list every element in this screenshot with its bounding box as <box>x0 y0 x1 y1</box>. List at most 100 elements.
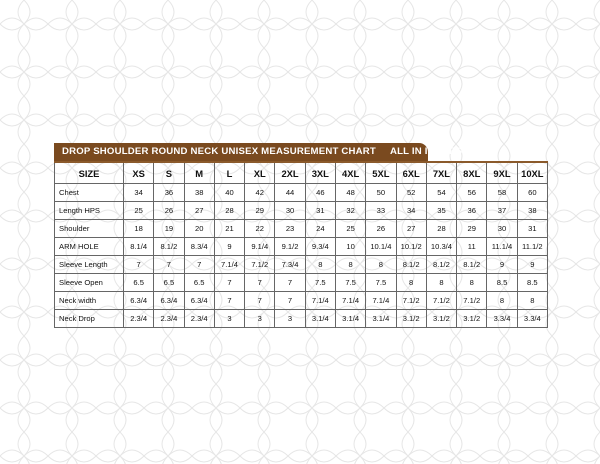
table-cell: 8 <box>425 273 458 292</box>
size-header: 3XL <box>304 161 336 184</box>
table-cell: 3.3/4 <box>486 309 518 328</box>
table-cell: 29 <box>244 201 276 220</box>
table-cell: 60 <box>516 183 549 202</box>
chart-title-bar: DROP SHOULDER ROUND NECK UNISEX MEASUREM… <box>54 143 462 161</box>
table-cell: 8.1/2 <box>425 255 458 274</box>
size-header: 10XL <box>516 161 549 184</box>
measurement-chart: DROP SHOULDER ROUND NECK UNISEX MEASUREM… <box>54 143 549 328</box>
size-header: XS <box>122 161 155 184</box>
table-cell: 25 <box>122 201 155 220</box>
table-cell: 8.1/2 <box>456 255 488 274</box>
table-cell: 7.1/4 <box>213 255 246 274</box>
table-cell: 8.3/4 <box>183 237 215 256</box>
table-cell: 6.3/4 <box>153 291 185 310</box>
table-cell: 3.1/2 <box>425 309 458 328</box>
table-row: Neck Drop 2.3/4 2.3/4 2.3/4 3 3 3 3.1/4 3.1/4 3.1… <box>54 309 549 328</box>
row-label: ARM HOLE <box>54 237 124 256</box>
size-header: 4XL <box>334 161 367 184</box>
table-cell: 31 <box>304 201 336 220</box>
table-cell: 3 <box>244 309 276 328</box>
size-header: 7XL <box>425 161 458 184</box>
row-label: Neck width <box>54 291 124 310</box>
row-label: Chest <box>54 183 124 202</box>
table-cell: 20 <box>183 219 215 238</box>
table-cell: 8 <box>395 273 427 292</box>
table-cell: 9.1/2 <box>274 237 306 256</box>
table-cell: 7 <box>153 255 185 274</box>
table-cell: 2.3/4 <box>122 309 155 328</box>
table-cell: 7 <box>274 273 306 292</box>
table-cell: 2.3/4 <box>183 309 215 328</box>
table-cell: 26 <box>365 219 397 238</box>
size-header: XL <box>244 161 276 184</box>
table-cell: 3.3/4 <box>516 309 549 328</box>
table-cell: 25 <box>334 219 367 238</box>
table-cell: 7 <box>244 291 276 310</box>
table-cell: 33 <box>365 201 397 220</box>
table-cell: 40 <box>213 183 246 202</box>
size-header-label: SIZE <box>54 161 124 184</box>
table-cell: 3 <box>274 309 306 328</box>
size-table: SIZE XS S M L XL 2XL 3XL 4XL 5XL 6XL 7XL 8XL 9XL 10XL… <box>54 161 549 328</box>
table-cell: 6.5 <box>153 273 185 292</box>
table-cell: 8.1/2 <box>153 237 185 256</box>
table-cell: 52 <box>395 183 427 202</box>
table-cell: 35 <box>425 201 458 220</box>
table-cell: 6.5 <box>183 273 215 292</box>
table-cell: 26 <box>153 201 185 220</box>
table-cell: 28 <box>425 219 458 238</box>
table-cell: 7.1/2 <box>395 291 427 310</box>
table-cell: 8 <box>334 255 367 274</box>
table-cell: 48 <box>334 183 367 202</box>
table-cell: 58 <box>486 183 518 202</box>
table-cell: 9.1/4 <box>244 237 276 256</box>
table-cell: 6.3/4 <box>183 291 215 310</box>
row-label: Shoulder <box>54 219 124 238</box>
table-row: ARM HOLE 8.1/4 8.1/2 8.3/4 9 9.1/4 9.1/2 9.3/4 1… <box>54 237 549 256</box>
table-cell: 3.1/4 <box>365 309 397 328</box>
table-row: Sleeve Open 6.5 6.5 6.5 7 7 7 7.5 7.5 7.5 8 8 8 8.5 8.… <box>54 273 549 292</box>
table-cell: 9 <box>486 255 518 274</box>
table-cell: 10.1/4 <box>365 237 397 256</box>
table-cell: 6.3/4 <box>122 291 155 310</box>
table-cell: 37 <box>486 201 518 220</box>
size-header: L <box>213 161 246 184</box>
table-cell: 7.1/4 <box>304 291 336 310</box>
table-cell: 7.1/2 <box>456 291 488 310</box>
table-cell: 18 <box>122 219 155 238</box>
size-header: 2XL <box>274 161 306 184</box>
row-label: Sleeve Open <box>54 273 124 292</box>
table-cell: 38 <box>516 201 549 220</box>
table-cell: 7.3/4 <box>274 255 306 274</box>
table-cell: 22 <box>244 219 276 238</box>
table-cell: 56 <box>456 183 488 202</box>
table-cell: 7 <box>183 255 215 274</box>
table-cell: 50 <box>365 183 397 202</box>
row-label: Length HPS <box>54 201 124 220</box>
size-header: 8XL <box>456 161 488 184</box>
table-cell: 3.1/2 <box>395 309 427 328</box>
table-cell: 7 <box>122 255 155 274</box>
table-cell: 10 <box>334 237 367 256</box>
table-cell: 8.1/4 <box>122 237 155 256</box>
table-cell: 3.1/4 <box>334 309 367 328</box>
table-row: Chest 34 36 38 40 42 44 46 48 50 52 54 56 58 60 <box>54 183 549 202</box>
table-cell: 10.1/2 <box>395 237 427 256</box>
header-row: SIZE XS S M L XL 2XL 3XL 4XL 5XL 6XL 7XL 8XL 9XL 10XL <box>54 161 549 184</box>
table-cell: 34 <box>395 201 427 220</box>
table-cell: 11 <box>456 237 488 256</box>
table-cell: 30 <box>486 219 518 238</box>
table-cell: 8 <box>456 273 488 292</box>
table-row: Length HPS 25 26 27 28 29 30 31 32 33 34 35 36 37 38 <box>54 201 549 220</box>
size-header: 6XL <box>395 161 427 184</box>
table-cell: 27 <box>395 219 427 238</box>
table-cell: 3.1/2 <box>456 309 488 328</box>
row-label: Sleeve Length <box>54 255 124 274</box>
row-label: Neck Drop <box>54 309 124 328</box>
table-cell: 8.1/2 <box>395 255 427 274</box>
table-cell: 7.1/4 <box>334 291 367 310</box>
table-row: Sleeve Length 7 7 7 7.1/4 7.1/2 7.3/4 8 8 8 8.1/2 8… <box>54 255 549 274</box>
table-cell: 30 <box>274 201 306 220</box>
table-cell: 23 <box>274 219 306 238</box>
chart-title: DROP SHOULDER ROUND NECK UNISEX MEASUREM… <box>62 146 376 157</box>
